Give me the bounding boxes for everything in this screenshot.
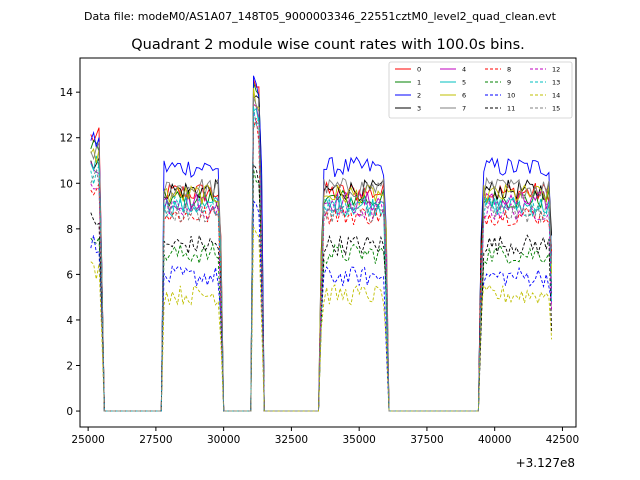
- legend-label-2: 2: [417, 92, 421, 100]
- legend-label-0: 0: [417, 66, 421, 74]
- legend-label-10: 10: [507, 92, 515, 100]
- plot-frame: [79, 57, 577, 428]
- legend-label-4: 4: [462, 66, 466, 74]
- x-tick-label: 27500: [139, 434, 172, 446]
- x-tick-label: 32500: [275, 434, 308, 446]
- series-layer: [90, 75, 553, 412]
- y-tick-label: 2: [66, 361, 73, 373]
- legend-box: [388, 61, 573, 119]
- x-offset-label: +3.127e8: [516, 456, 575, 470]
- x-tick-label: 30000: [207, 434, 240, 446]
- x-tick-label: 35000: [342, 434, 375, 446]
- y-tick-label: 6: [66, 269, 73, 281]
- legend-label-5: 5: [462, 79, 466, 87]
- legend-label-3: 3: [417, 105, 421, 113]
- legend-label-13: 13: [552, 79, 560, 87]
- legend-label-7: 7: [462, 105, 466, 113]
- y-tick-label: 4: [66, 315, 73, 327]
- x-tick-label: 37500: [410, 434, 443, 446]
- chart-title: Quadrant 2 module wise count rates with …: [131, 37, 525, 53]
- y-tick-label: 12: [60, 133, 73, 145]
- y-tick-label: 14: [60, 87, 74, 99]
- y-tick-label: 8: [66, 224, 73, 236]
- legend-label-6: 6: [462, 92, 466, 100]
- legend-label-15: 15: [552, 105, 560, 113]
- x-tick-label: 42500: [546, 434, 579, 446]
- y-tick-label: 0: [66, 406, 73, 418]
- legend-label-11: 11: [507, 105, 515, 113]
- legend-label-14: 14: [552, 92, 560, 100]
- x-tick-label: 40000: [478, 434, 511, 446]
- series-line-8: [90, 117, 553, 412]
- data-file-label: Data file: modeM0/AS1A07_148T05_90000033…: [84, 10, 557, 23]
- series-line-15: [90, 121, 553, 412]
- legend-label-9: 9: [507, 79, 511, 87]
- y-tick-label: 10: [60, 178, 73, 190]
- legend-label-12: 12: [552, 66, 560, 74]
- x-tick-label: 25000: [71, 434, 104, 446]
- axes-layer: 25000 27500 30000 32500 35000 37500 40000 42500…: [60, 57, 579, 446]
- legend-label-1: 1: [417, 79, 421, 87]
- legend-label-8: 8: [507, 66, 511, 74]
